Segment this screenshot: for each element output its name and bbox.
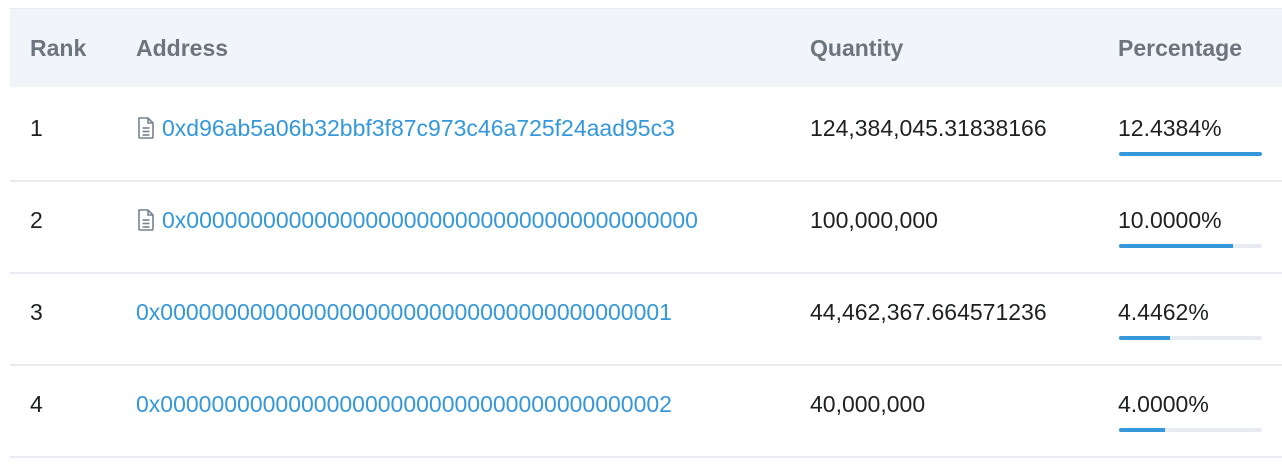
address-link[interactable]: 0x00000000000000000000000000000000000000… [136,299,672,325]
address-cell: 0xd96ab5a06b32bbf3f87c973c46a725f24aad95… [136,88,675,168]
percentage-bar [1119,428,1262,432]
percentage-cell: 12.4384% [1118,115,1222,141]
header-rank: Rank [30,35,87,61]
percentage-bar [1119,244,1262,248]
rank-cell: 2 [30,207,43,233]
table-header: Rank Address Quantity Percentage [10,8,1282,87]
percentage-bar-fill [1119,336,1171,340]
quantity-cell: 40,000,000 [810,391,926,417]
rank-cell: 3 [30,299,43,325]
percentage-bar-fill [1119,428,1165,432]
quantity-cell: 100,000,000 [810,207,938,233]
file-document-icon [136,92,156,139]
percentage-cell: 4.0000% [1118,391,1209,417]
percentage-cell: 4.4462% [1118,299,1209,325]
quantity-cell: 44,462,367.664571236 [810,299,1047,325]
header-quantity: Quantity [810,35,904,61]
percentage-bar [1119,152,1262,156]
rank-cell: 4 [30,391,43,417]
table-row: 1 0xd96ab5a06b32bbf3f87c973c46a725f24aad… [10,88,1282,182]
header-address: Address [136,35,229,61]
percentage-bar [1119,336,1262,340]
percentage-bar-fill [1119,152,1262,156]
percentage-cell: 10.0000% [1118,207,1222,233]
address-cell: 0x00000000000000000000000000000000000000… [136,272,672,352]
table-row: 2 0x000000000000000000000000000000000000… [10,180,1282,274]
address-link[interactable]: 0x00000000000000000000000000000000000000… [162,207,698,233]
address-link[interactable]: 0x00000000000000000000000000000000000000… [136,391,672,417]
table-row: 4 0x000000000000000000000000000000000000… [10,364,1282,458]
address-link[interactable]: 0xd96ab5a06b32bbf3f87c973c46a725f24aad95… [162,115,675,141]
percentage-bar-fill [1119,244,1234,248]
table-row: 3 0x000000000000000000000000000000000000… [10,272,1282,366]
quantity-cell: 124,384,045.31838166 [810,115,1047,141]
file-document-icon [136,184,156,231]
rank-cell: 1 [30,115,43,141]
address-cell: 0x00000000000000000000000000000000000000… [136,364,672,444]
address-cell: 0x00000000000000000000000000000000000000… [136,180,698,260]
header-percentage: Percentage [1118,35,1243,61]
